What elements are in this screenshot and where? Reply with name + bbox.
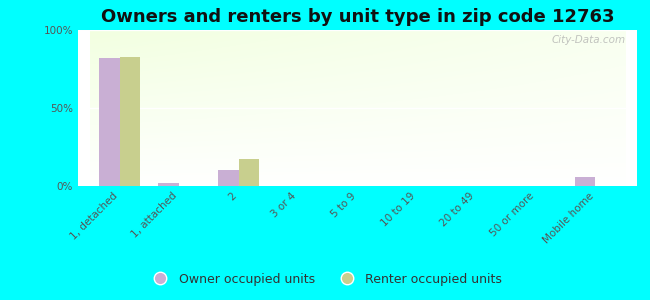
Bar: [239, 160, 259, 186]
Bar: [159, 183, 179, 186]
Bar: [218, 170, 239, 186]
Bar: [575, 177, 595, 186]
Legend: Owner occupied units, Renter occupied units: Owner occupied units, Renter occupied un…: [143, 268, 507, 291]
Text: City-Data.com: City-Data.com: [552, 35, 626, 45]
Bar: [99, 58, 120, 186]
Bar: [120, 56, 140, 186]
Title: Owners and renters by unit type in zip code 12763: Owners and renters by unit type in zip c…: [101, 8, 614, 26]
